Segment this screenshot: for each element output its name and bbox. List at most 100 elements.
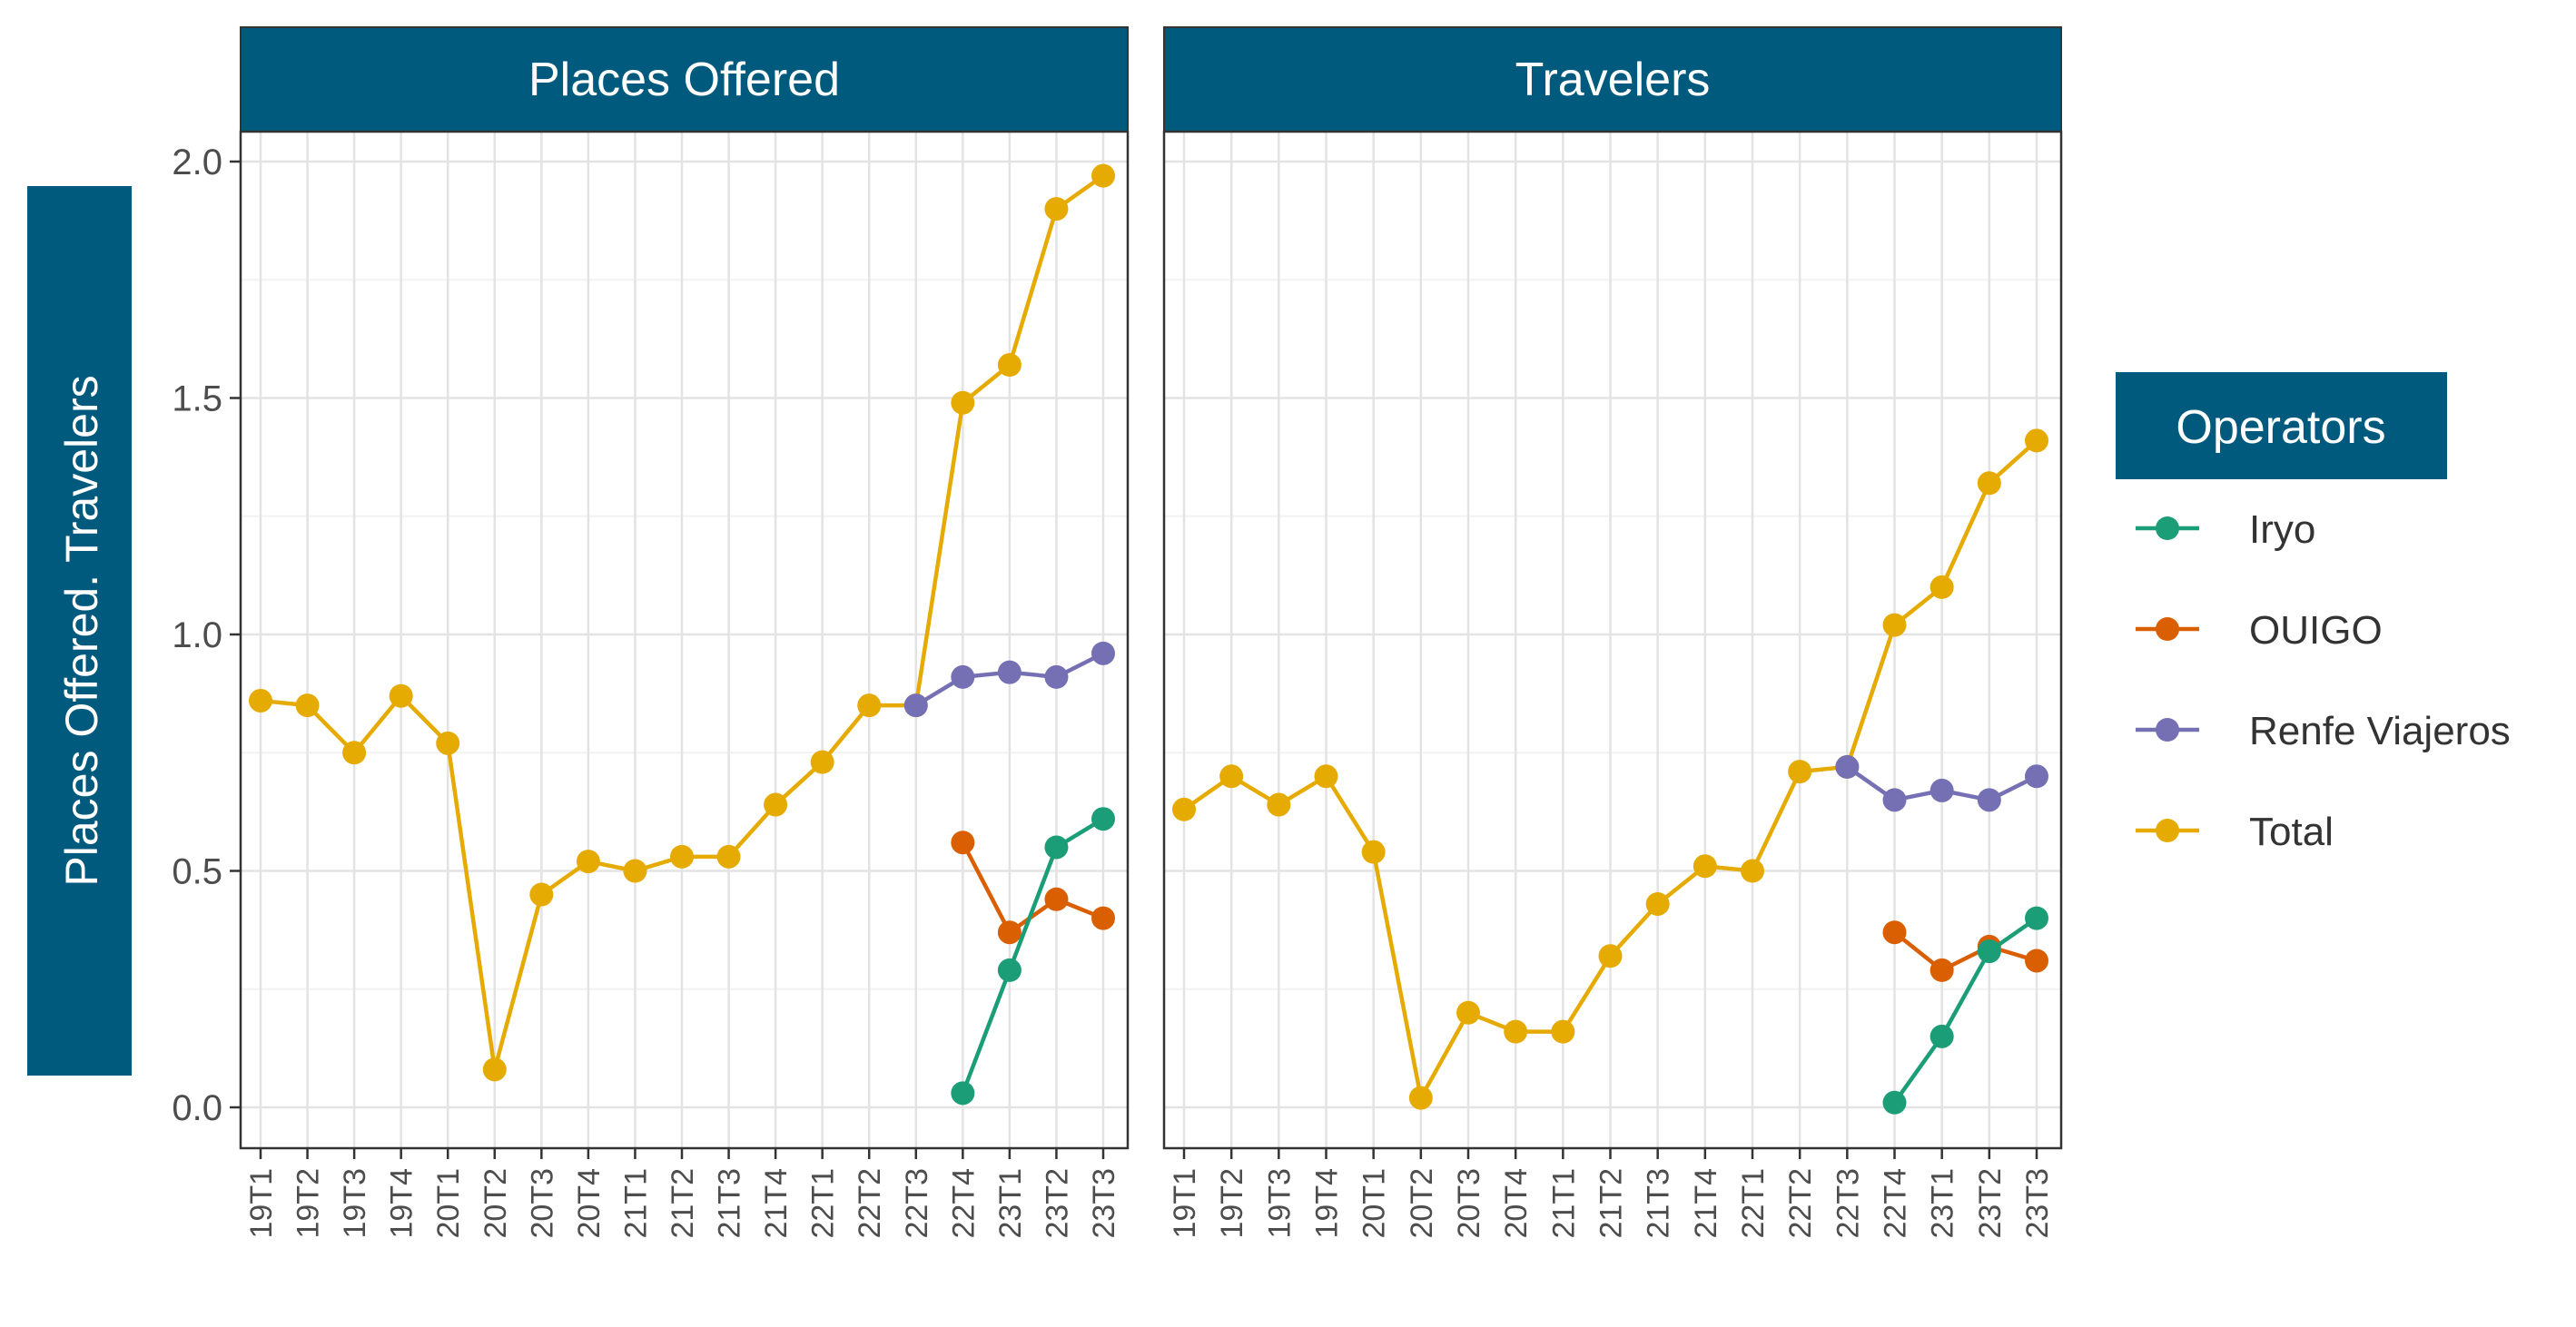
data-point-iryo [1977,939,2001,964]
data-point-renfe-viajeros [997,660,1022,684]
data-point-total [997,353,1022,378]
y-tick-label: 1.5 [172,379,222,419]
x-tick-label: 23T1 [1926,1168,1960,1239]
data-point-total [857,693,882,718]
legend-label: Total [2249,810,2334,854]
legend-label: OUIGO [2249,608,2383,653]
data-point-total [1741,859,1764,883]
data-point-total [1598,944,1623,968]
legend-label: Iryo [2249,507,2315,552]
y-tick-label: 1.0 [172,615,222,655]
legend-label: Renfe Viajeros [2249,709,2511,753]
data-point-total [1551,1019,1575,1044]
series-line-iryo [961,817,1105,1095]
data-point-total [764,792,788,817]
x-tick-label: 21T3 [713,1168,747,1239]
y-axis-label-box [27,186,132,1076]
y-axis-title: Places Offered. Travelers [56,375,107,886]
data-point-total [1314,764,1338,789]
data-point-total [1788,760,1812,784]
data-point-total [1408,1086,1433,1110]
x-tick-label: 19T2 [1215,1168,1249,1239]
x-tick-label: 19T3 [1262,1168,1297,1239]
y-tick-label: 0.0 [172,1088,222,1128]
data-point-total [1044,197,1069,221]
data-point-renfe-viajeros [1930,778,1954,802]
x-tick-label: 19T1 [244,1168,279,1239]
data-point-total [1645,891,1670,916]
data-point-total [1172,797,1196,821]
x-tick-label: 23T3 [1087,1168,1121,1239]
data-point-iryo [2025,906,2048,930]
legend: Operators Iryo OUIGO Renfe Viajeros Total [2116,372,2511,854]
panel-border [239,130,1130,1150]
series-iryo [951,807,1115,1106]
x-tick-label: 23T3 [2020,1168,2055,1239]
x-tick-label: 20T2 [1405,1168,1439,1239]
y-tick-label: 2.0 [172,143,222,182]
x-tick-label: 20T4 [572,1168,607,1239]
x-tick-label: 22T2 [1783,1168,1818,1239]
data-point-total [810,750,834,774]
series-line-ouigo [961,841,1104,935]
x-tick-label: 23T2 [1040,1168,1074,1239]
y-axis-label: Places Offered. Travelers [27,186,132,1076]
legend-key-point [2156,718,2179,742]
data-point-renfe-viajeros [903,693,928,718]
x-tick-label: 20T1 [1357,1168,1392,1239]
series-line-iryo [1892,916,2038,1105]
panel-plot-area [1164,132,2061,1148]
data-point-ouigo [2025,949,2048,973]
x-tick-label: 21T2 [1594,1168,1629,1239]
data-point-renfe-viajeros [1835,754,1860,779]
data-point-ouigo [1091,906,1115,930]
x-tick-label: 21T4 [759,1168,794,1239]
x-tick-label: 19T4 [385,1168,419,1239]
x-tick-label: 23T1 [993,1168,1028,1239]
legend-item-iryo: Iryo [2136,507,2315,552]
x-tick-label: 20T4 [1499,1168,1534,1239]
data-point-iryo [1044,835,1069,860]
data-point-total [716,844,741,869]
panel-strip [1163,26,2062,133]
series-total [249,163,1115,1082]
data-point-total [1504,1019,1528,1044]
x-tick-label: 22T2 [853,1168,887,1239]
legend-title: Operators [2176,401,2385,454]
data-point-renfe-viajeros [1977,788,2001,812]
panels: Places Offered 0.0 0.5 1.0 1.5 2.0 19T1 19T2 19T… [172,26,2063,1239]
panel-title: Travelers [1515,54,1711,106]
data-point-total [623,859,647,883]
series-renfe-viajeros [903,641,1115,718]
x-tick-label: 22T4 [946,1168,981,1239]
panel-title: Places Offered [528,54,840,106]
x-tick-label: 23T2 [1973,1168,2008,1239]
x-tick-label: 20T3 [525,1168,559,1239]
x-tick-label: 20T1 [431,1168,466,1239]
x-tick-label: 21T2 [666,1168,700,1239]
x-tick-label: 21T1 [618,1168,653,1239]
data-point-total [1977,471,2001,496]
data-point-total [670,844,694,869]
x-tick-label: 22T3 [900,1168,934,1239]
series-line-ouigo [1893,930,2038,973]
data-point-ouigo [1044,887,1069,911]
x-tick-label: 22T1 [1736,1168,1771,1239]
x-tick-label: 20T2 [479,1168,513,1239]
data-point-total [1091,163,1115,188]
data-point-renfe-viajeros [1044,664,1069,689]
data-point-iryo [997,958,1022,982]
data-point-iryo [1930,1024,1954,1048]
x-tick-label: 22T1 [806,1168,841,1239]
x-tick-label: 19T1 [1168,1168,1202,1239]
series-ouigo [1882,920,2048,982]
data-point-total [295,693,320,718]
panel-places-offered: Places Offered 0.0 0.5 1.0 1.5 2.0 19T1 19T2 19T… [172,26,1130,1239]
series-total [1172,428,2048,1110]
x-tick-label: 19T3 [338,1168,372,1239]
x-tick-label: 19T2 [291,1168,326,1239]
data-point-total [342,741,367,765]
legend-item-total: Total [2136,810,2334,854]
data-point-ouigo [997,920,1022,945]
data-point-renfe-viajeros [1091,641,1115,665]
